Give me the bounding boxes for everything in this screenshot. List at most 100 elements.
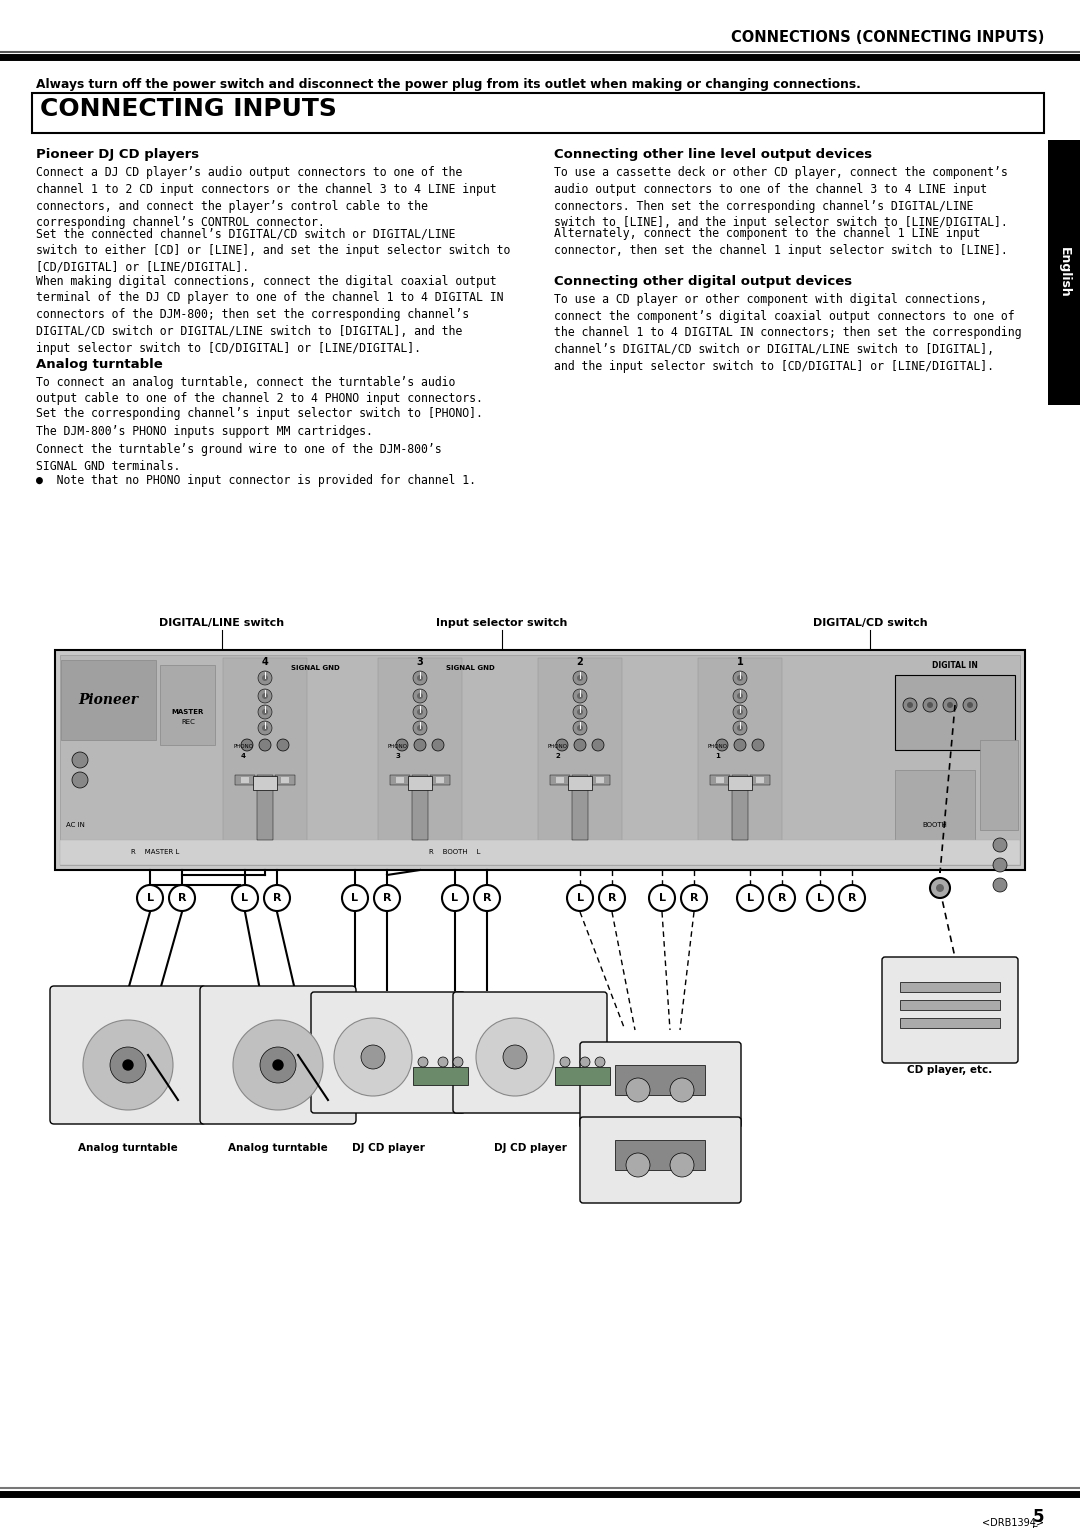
Circle shape bbox=[232, 885, 258, 911]
Circle shape bbox=[442, 885, 468, 911]
Circle shape bbox=[943, 698, 957, 712]
Circle shape bbox=[907, 701, 913, 707]
Text: 4: 4 bbox=[241, 753, 245, 759]
Text: MASTER: MASTER bbox=[172, 709, 204, 715]
Circle shape bbox=[83, 1021, 173, 1109]
Text: Set the corresponding channel’s input selector switch to [PHONO].: Set the corresponding channel’s input se… bbox=[36, 406, 483, 420]
Text: R: R bbox=[608, 892, 617, 903]
Bar bbox=[716, 778, 724, 782]
Circle shape bbox=[737, 724, 743, 730]
Circle shape bbox=[737, 885, 762, 911]
Circle shape bbox=[396, 740, 408, 750]
Text: DIGITAL/LINE switch: DIGITAL/LINE switch bbox=[160, 617, 284, 628]
Text: L: L bbox=[577, 892, 583, 903]
Circle shape bbox=[963, 698, 977, 712]
Circle shape bbox=[262, 709, 268, 715]
Circle shape bbox=[936, 885, 944, 892]
Circle shape bbox=[276, 740, 289, 750]
Text: 2: 2 bbox=[577, 657, 583, 668]
Circle shape bbox=[670, 1154, 694, 1177]
Circle shape bbox=[573, 671, 588, 685]
Bar bbox=[572, 775, 588, 840]
Text: DIGITAL/CD switch: DIGITAL/CD switch bbox=[812, 617, 928, 628]
Circle shape bbox=[413, 689, 427, 703]
Text: SIGNAL GND: SIGNAL GND bbox=[446, 665, 495, 671]
Circle shape bbox=[137, 885, 163, 911]
Circle shape bbox=[414, 740, 426, 750]
Circle shape bbox=[567, 885, 593, 911]
Circle shape bbox=[168, 885, 195, 911]
Bar bbox=[710, 775, 730, 785]
Circle shape bbox=[259, 740, 271, 750]
Text: <DRB1394>: <DRB1394> bbox=[982, 1517, 1044, 1528]
Circle shape bbox=[993, 837, 1007, 853]
Bar bbox=[895, 675, 1015, 750]
Text: Connecting other line level output devices: Connecting other line level output devic… bbox=[554, 148, 873, 160]
Circle shape bbox=[577, 724, 583, 730]
Bar bbox=[756, 778, 764, 782]
Circle shape bbox=[930, 879, 950, 898]
Circle shape bbox=[580, 1057, 590, 1067]
Bar bbox=[390, 775, 410, 785]
Circle shape bbox=[123, 1060, 133, 1070]
Text: 3: 3 bbox=[395, 753, 401, 759]
Text: 1: 1 bbox=[716, 753, 720, 759]
Bar bbox=[596, 778, 604, 782]
Text: SIGNAL GND: SIGNAL GND bbox=[291, 665, 339, 671]
Bar bbox=[257, 775, 273, 840]
Circle shape bbox=[993, 859, 1007, 872]
Text: Analog turntable: Analog turntable bbox=[78, 1143, 178, 1154]
Circle shape bbox=[769, 885, 795, 911]
Text: L: L bbox=[242, 892, 248, 903]
Text: 3: 3 bbox=[417, 657, 423, 668]
Bar bbox=[222, 659, 307, 862]
Bar bbox=[253, 776, 276, 790]
Bar bbox=[235, 775, 255, 785]
Circle shape bbox=[993, 879, 1007, 892]
Bar bbox=[615, 1140, 705, 1170]
Circle shape bbox=[716, 740, 728, 750]
Text: Cassette deck, etc.: Cassette deck, etc. bbox=[604, 1137, 716, 1148]
Bar bbox=[60, 840, 1020, 865]
Circle shape bbox=[737, 709, 743, 715]
Text: The DJM-800’s PHONO inputs support MM cartridges.: The DJM-800’s PHONO inputs support MM ca… bbox=[36, 425, 373, 439]
Bar bbox=[568, 776, 592, 790]
Text: R: R bbox=[778, 892, 786, 903]
Circle shape bbox=[258, 689, 272, 703]
Text: 4: 4 bbox=[261, 657, 268, 668]
FancyBboxPatch shape bbox=[882, 957, 1018, 1063]
Circle shape bbox=[258, 671, 272, 685]
FancyBboxPatch shape bbox=[311, 992, 465, 1112]
Text: Always turn off the power switch and disconnect the power plug from its outlet w: Always turn off the power switch and dis… bbox=[36, 78, 861, 92]
Bar bbox=[615, 1065, 705, 1096]
Bar bbox=[728, 776, 752, 790]
Circle shape bbox=[573, 721, 588, 735]
Text: R    MASTER L: R MASTER L bbox=[131, 850, 179, 856]
Text: When making digital connections, connect the digital coaxial output
terminal of : When making digital connections, connect… bbox=[36, 275, 503, 354]
Text: R: R bbox=[273, 892, 281, 903]
Circle shape bbox=[342, 885, 368, 911]
Bar bbox=[538, 659, 622, 862]
Text: BOOTH: BOOTH bbox=[922, 822, 947, 828]
Text: CD player, etc.: CD player, etc. bbox=[907, 1065, 993, 1076]
Circle shape bbox=[432, 740, 444, 750]
Text: Connect a DJ CD player’s audio output connectors to one of the
channel 1 to 2 CD: Connect a DJ CD player’s audio output co… bbox=[36, 167, 497, 229]
Circle shape bbox=[241, 740, 253, 750]
Circle shape bbox=[453, 1057, 463, 1067]
Circle shape bbox=[649, 885, 675, 911]
Circle shape bbox=[260, 1047, 296, 1083]
Bar bbox=[32, 93, 1044, 133]
Circle shape bbox=[417, 709, 423, 715]
Bar bbox=[430, 775, 450, 785]
Circle shape bbox=[418, 1057, 428, 1067]
Circle shape bbox=[947, 701, 953, 707]
Bar bbox=[408, 776, 432, 790]
Circle shape bbox=[927, 701, 933, 707]
Circle shape bbox=[752, 740, 764, 750]
Bar bbox=[436, 778, 444, 782]
Bar bbox=[900, 1018, 1000, 1028]
Circle shape bbox=[573, 740, 586, 750]
Circle shape bbox=[737, 694, 743, 698]
Bar bbox=[413, 1067, 468, 1085]
Circle shape bbox=[262, 694, 268, 698]
